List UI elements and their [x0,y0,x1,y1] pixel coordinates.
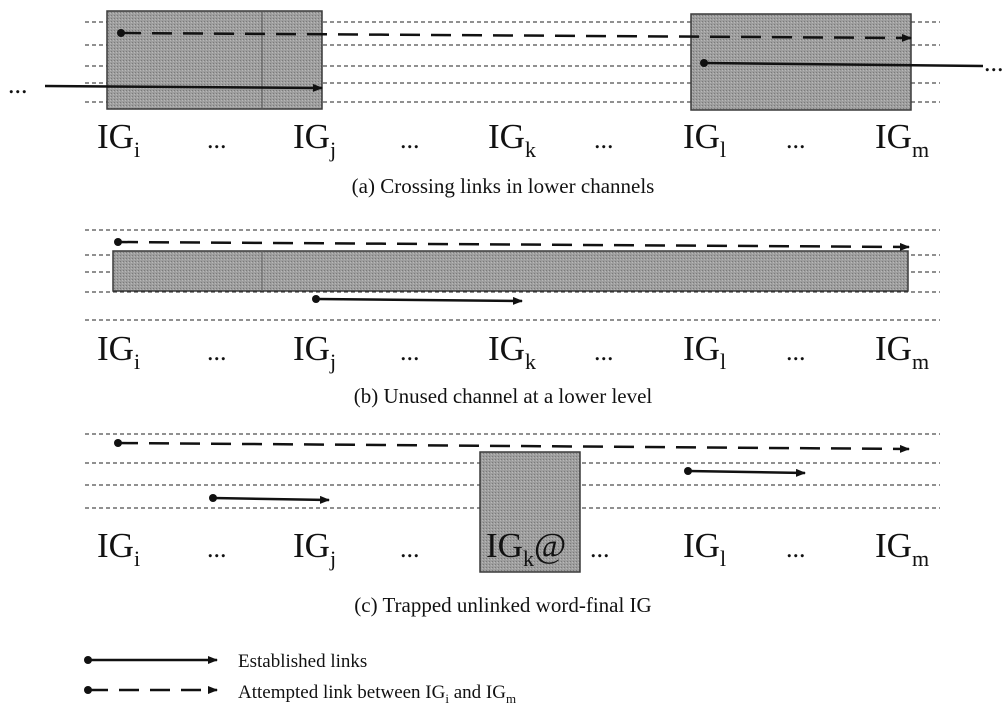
ig-label-m: IGm [875,526,929,571]
panel-a-left-ellipsis: ... [8,70,28,99]
panel-c-established-link-left-arrow [212,495,330,504]
ig-ellipsis: ... [400,337,420,366]
ig-ellipsis: ... [400,534,420,563]
ig-ellipsis: ... [590,534,610,563]
panel-a-ig-row: IGi ... IGj ... IGk ... IGl ... IGm [97,117,929,162]
panel-b-ig-row: IGi ... IGj ... IGk ... IGl ... IGm [97,329,929,374]
ig-ellipsis: ... [207,125,227,154]
panel-c-caption: (c) Trapped unlinked word-final IG [354,593,651,617]
panel-a-box-left [106,10,323,110]
ig-label-j: IGj [293,329,336,374]
ig-ellipsis: ... [400,125,420,154]
ig-label-k: IGk [488,329,536,374]
ig-label-i: IGi [97,526,140,571]
ig-label-j: IGj [293,117,336,162]
ig-label-m: IGm [875,329,929,374]
panel-b: IGi ... IGj ... IGk ... IGl ... IGm (b) … [85,229,940,408]
legend-established-label: Established links [238,651,367,672]
ig-ellipsis: ... [594,125,614,154]
ig-ellipsis: ... [594,337,614,366]
panel-c-trapped-box [479,451,581,573]
ig-label-l: IGl [683,526,726,571]
panel-a-box-right [690,13,912,111]
panel-a: ... ... IGi ... IGj ... IGk ... IGl ... … [8,10,1004,198]
panel-c-attempted-link-arrow [117,441,910,453]
ig-label-k: IGk [488,117,536,162]
ig-ellipsis: ... [786,125,806,154]
ig-ellipsis: ... [786,337,806,366]
panel-a-caption: (a) Crossing links in lower channels [352,174,655,198]
ig-label-i: IGi [97,329,140,374]
panel-a-crossing-link-right-arrow [703,61,984,68]
panel-a-crossing-link-right-start [700,59,708,67]
panel-c: IGi ... IGj ... IGk@ ... IGl ... IGm (c)… [85,433,940,617]
ig-label-k-trapped: IGk@ [486,526,566,571]
ig-label-m: IGm [875,117,929,162]
ig-ellipsis: ... [786,534,806,563]
panel-a-right-ellipsis: ... [984,48,1004,77]
ig-label-j: IGj [293,526,336,571]
panel-c-established-link-right-arrow [687,468,806,477]
panel-c-ig-row: IGi ... IGj ... IGk@ ... IGl ... IGm [97,526,929,571]
ig-label-l: IGl [683,329,726,374]
panel-b-established-link-arrow [315,296,523,305]
panel-b-wide-box [112,250,909,292]
panel-a-attempted-link-arrow [120,31,912,42]
ig-ellipsis: ... [207,337,227,366]
panel-b-attempted-link-arrow [117,240,910,251]
panel-b-caption: (b) Unused channel at a lower level [354,384,653,408]
ig-label-i: IGi [97,117,140,162]
ig-label-l: IGl [683,117,726,162]
ig-ellipsis: ... [207,534,227,563]
panel-a-crossing-link-left-arrow [44,83,323,92]
legend: Established links Attempted link between… [84,651,516,706]
legend-attempted-label: Attempted link between IGi and IGm [238,682,516,706]
